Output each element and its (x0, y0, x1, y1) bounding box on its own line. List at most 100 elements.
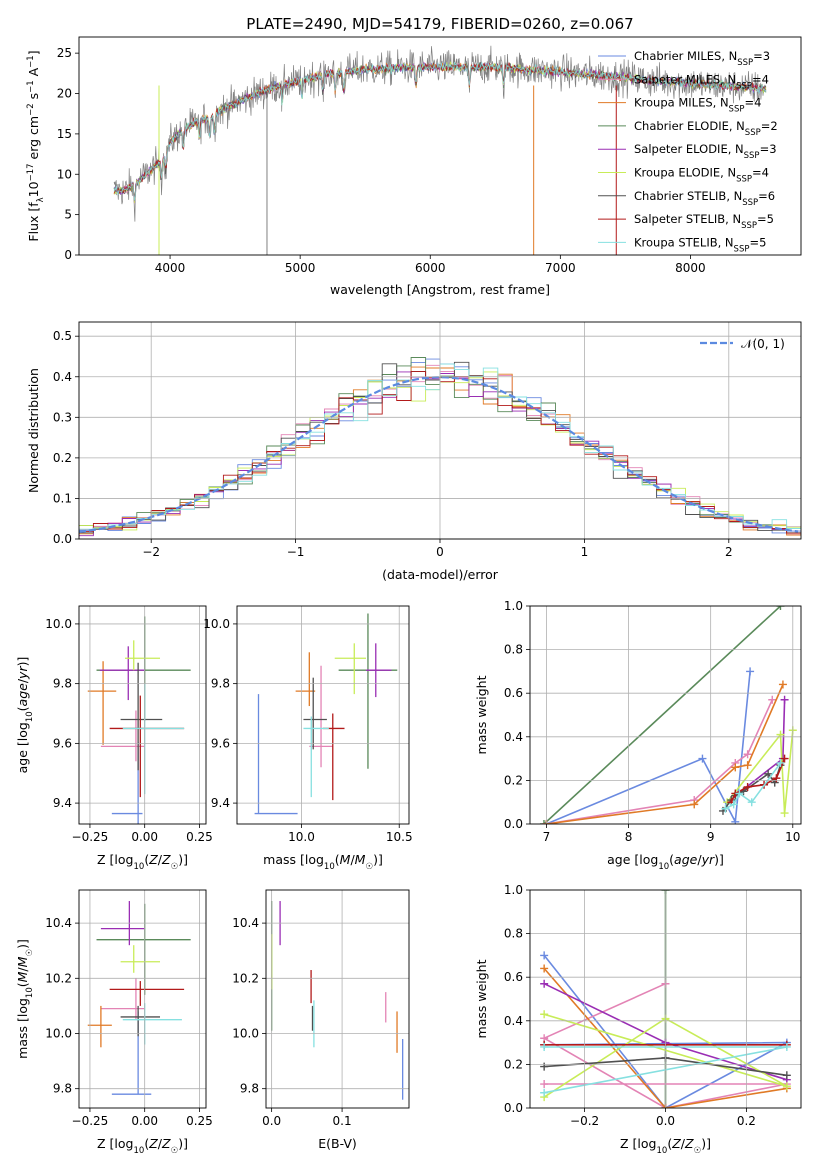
legend-entry: 𝒩(0, 1) (741, 337, 785, 351)
y-axis-label: age [log10(age/yr)] (15, 657, 35, 774)
y-tick-label: 0.1 (53, 491, 72, 505)
axes-spectrum: 4000 5000 6000 7000 8000 0 5 10 15 20 25 wavelength… (26, 36, 802, 297)
errorbar-chabrier-stelib (120, 1005, 161, 1037)
label-part: )] (15, 939, 30, 949)
label-part: Z (148, 1136, 158, 1151)
label-part: −1 (26, 55, 36, 68)
plot-area-mass-vs-ebv (270, 901, 404, 1100)
x-tick-label: 0.1 (333, 1114, 352, 1128)
axes-weight-vs-Z: −0.2 0.0 0.20.00.20.40.60.81.0Z [log10(Z/Z… (474, 883, 802, 1156)
y-tick-label: 10.0 (45, 617, 72, 631)
series-point (540, 951, 549, 960)
normal-curve-line (79, 376, 799, 533)
x-tick-label: −1 (287, 545, 305, 559)
x-axis-label: wavelength [Angstrom, rest frame] (330, 282, 550, 297)
errorbar-salpeter-stelib (323, 713, 345, 801)
y-axis-label: Normed distribution (26, 368, 41, 493)
y-tick-label: 0.4 (504, 1014, 523, 1028)
series-point (735, 789, 744, 798)
y-tick-label: 20 (57, 87, 72, 101)
y-tick-label: 9.8 (53, 1082, 72, 1096)
series-point (731, 817, 740, 824)
label-part: =5 (757, 212, 774, 226)
series-point (780, 754, 789, 763)
label-part: / (697, 852, 702, 867)
y-tick-label: 0.0 (504, 817, 523, 831)
series-salpeter-elodie (731, 695, 789, 800)
axes-frame (78, 605, 207, 825)
label-part: ☉ (25, 949, 35, 957)
x-tick-label: 0.0 (262, 1114, 281, 1128)
axes-residuals: −2 −1 0 1 2 0.0 0.1 0.2 0.3 0.4 0.5 (data-model)/er… (26, 321, 802, 582)
series-point (780, 695, 789, 704)
label-part: ( (15, 982, 30, 987)
label-part: SSP (745, 128, 761, 138)
label-part: Z [log (620, 1136, 656, 1151)
y-tick-label: 10.0 (232, 1026, 259, 1040)
errorbar-salpeter-stelib (109, 981, 185, 1006)
series-point (540, 964, 549, 973)
label-part: mass [log (15, 998, 30, 1059)
label-part: )] (15, 657, 30, 667)
legend-entry: Kroupa MILES, NSSP=4 (634, 96, 761, 115)
series-point (743, 750, 752, 759)
series-point (540, 1042, 549, 1051)
label-part: age (15, 683, 30, 707)
axes-age-vs-Z: −0.25 0.00 0.259.49.69.810.0Z [log10(Z/Z☉)… (15, 605, 213, 872)
label-part: Chabrier STELIB, N (634, 189, 742, 203)
errorbar-kroupa-elodie (334, 643, 366, 695)
label-part: Chabrier ELODIE, N (634, 119, 745, 133)
x-tick-label: 8000 (675, 261, 706, 275)
plot-area-age-vs-Z (87, 616, 191, 824)
label-part: ☉ (365, 862, 373, 872)
y-tick-label: 10 (57, 167, 72, 181)
y-tick-label: 0.6 (504, 970, 523, 984)
legend-entry: Salpeter STELIB, NSSP=5 (634, 212, 774, 231)
label-part: 10 (25, 711, 35, 722)
y-tick-label: 5 (64, 208, 72, 222)
label-part: Chabrier MILES, N (634, 49, 737, 63)
label-part: ( (144, 1136, 149, 1151)
label-part: =4 (752, 166, 769, 180)
x-tick-label: 10 (785, 830, 800, 844)
x-tick-label: −0.2 (570, 1114, 599, 1128)
legend-entry: Salpeter MILES, NSSP=4 (634, 72, 769, 91)
series-chabrier-elodie (539, 606, 785, 824)
series-point (747, 798, 756, 807)
label-part: =4 (744, 96, 761, 110)
y-tick-label: 9.4 (211, 796, 230, 810)
label-part: erg cm (26, 116, 41, 164)
x-tick-label: 10.5 (386, 830, 413, 844)
label-part: 10 (26, 181, 41, 197)
series-salpeter-stelib (727, 754, 789, 807)
errorbar-chabrier-elodie (338, 613, 398, 769)
series-point (782, 1082, 791, 1091)
errorbar-chabrier-miles (111, 1011, 152, 1095)
series-line (546, 671, 751, 824)
errorbar-kroupa-miles (295, 652, 316, 707)
x-tick-label: 7000 (545, 261, 576, 275)
label-part: Kroupa MILES, N (634, 96, 729, 110)
label-part: 10 (656, 1146, 667, 1156)
y-axis-label: Flux [fλ10−17 erg cm−2 s−1 A−1] (26, 50, 46, 241)
errorbar-chabrier-elodie (96, 903, 191, 995)
plot-area-mass-vs-Z (87, 901, 191, 1095)
x-axis-label: mass [log10(M/M☉)] (263, 852, 383, 872)
axes-frame (78, 889, 207, 1109)
y-tick-label: 9.4 (53, 796, 72, 810)
x-tick-label: 10.0 (288, 830, 315, 844)
errorbar-kroupa-elodie (120, 945, 161, 973)
label-part: M (15, 956, 30, 967)
axes-frame (529, 889, 802, 1109)
label-part: )] (178, 1136, 188, 1151)
x-tick-label: 1 (581, 545, 589, 559)
y-tick-label: 0.4 (504, 730, 523, 744)
label-part: ( (335, 852, 340, 867)
y-tick-label: 15 (57, 127, 72, 141)
errorbar-kroupa-miles (87, 1005, 112, 1048)
errorbar-kroupa-stelib (122, 683, 185, 795)
series-point (768, 695, 777, 704)
series-line (543, 606, 782, 824)
x-tick-label: 0.2 (737, 1114, 756, 1128)
